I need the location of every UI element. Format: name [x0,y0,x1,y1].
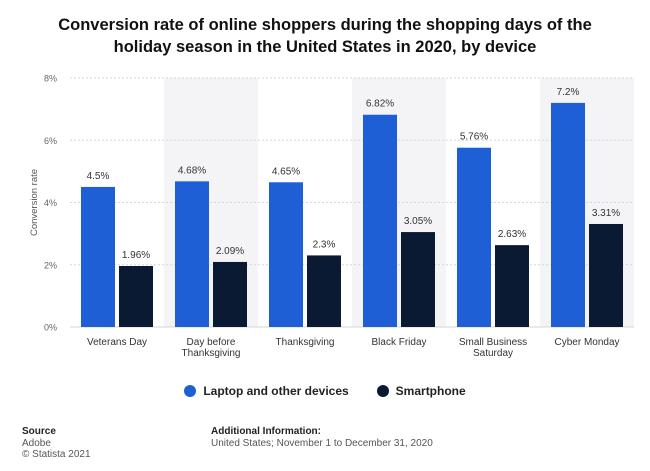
bar-laptop [81,186,115,327]
y-tick-label: 0% [44,323,57,333]
x-tick-label: Thanksgiving [276,337,335,348]
additional-info-text: United States; November 1 to December 31… [211,437,433,449]
data-label: 4.68% [178,165,206,176]
bar-laptop [363,114,397,327]
legend-marker-laptop [184,385,197,397]
bar-laptop [269,182,303,327]
legend: Laptop and other devices Smartphone [0,384,650,398]
data-label: 2.09% [216,246,244,257]
data-label: 2.3% [313,239,336,250]
x-tick-label: Saturday [473,348,513,359]
chart-title: Conversion rate of online shoppers durin… [58,16,592,56]
x-tick-label: Black Friday [371,337,426,348]
y-tick-label: 8% [44,74,57,84]
data-label: 2.63% [498,229,526,240]
x-tick-label: Veterans Day [87,337,147,348]
y-tick-label: 6% [44,136,57,146]
data-label: 3.31% [592,208,620,219]
legend-item-laptop[interactable]: Laptop and other devices [184,384,349,398]
y-tick-label: 2% [44,260,57,270]
data-label: 3.05% [404,216,432,227]
bar-smartphone [401,232,435,327]
y-axis-title: Conversion rate [29,169,40,236]
bar-smartphone [213,261,247,327]
source-name[interactable]: Adobe [22,437,51,449]
x-tick-label: Cyber Monday [554,337,619,348]
legend-marker-smartphone [376,385,389,397]
source-heading: Source [22,426,56,437]
legend-label-laptop: Laptop and other devices [203,384,349,398]
data-label: 5.76% [460,132,488,143]
data-label: 4.65% [272,166,300,177]
legend-label-smartphone: Smartphone [395,384,466,398]
legend-item-smartphone[interactable]: Smartphone [376,384,466,398]
data-label: 6.82% [366,99,394,110]
additional-info-heading: Additional Information: [211,426,321,437]
bar-laptop [551,102,585,328]
additional-info-block: Additional Information: United States; N… [211,426,433,449]
y-tick-label: 4% [44,198,57,208]
bar-smartphone [589,223,623,327]
bar-smartphone [119,265,153,327]
bar-laptop [457,147,491,327]
data-label: 4.5% [87,171,110,182]
x-tick-label: Day before [187,337,236,348]
data-label: 7.2% [557,87,580,98]
bar-laptop [175,181,209,327]
x-tick-label: Small Business [459,337,527,348]
data-label: 1.96% [122,250,150,261]
source-block: Source Adobe © Statista 2021 [22,426,91,461]
x-tick-label: Thanksgiving [182,348,241,359]
bar-smartphone [307,255,341,327]
bar-smartphone [495,245,529,327]
copyright-text: © Statista 2021 [22,449,91,460]
